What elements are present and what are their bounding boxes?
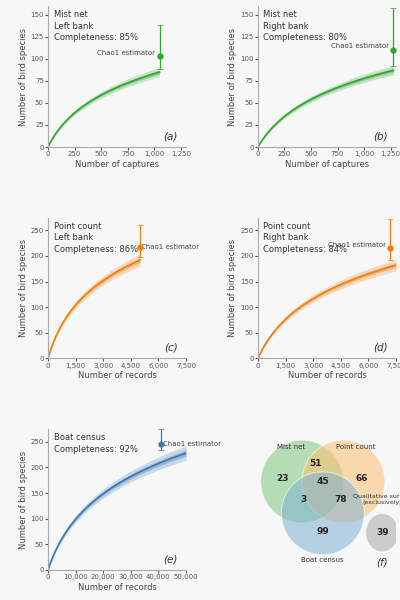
Y-axis label: Number of bird species: Number of bird species: [228, 28, 238, 125]
Text: Chao1 estimator: Chao1 estimator: [331, 43, 389, 49]
Text: (a): (a): [164, 131, 178, 142]
Text: 45: 45: [316, 477, 329, 486]
X-axis label: Number of records: Number of records: [78, 371, 156, 380]
X-axis label: Number of records: Number of records: [288, 371, 366, 380]
Ellipse shape: [261, 440, 344, 523]
Y-axis label: Number of bird species: Number of bird species: [18, 28, 28, 125]
Text: Chao1 estimator: Chao1 estimator: [163, 442, 221, 448]
Text: Mist net
Right bank
Completeness: 80%: Mist net Right bank Completeness: 80%: [264, 10, 348, 42]
Y-axis label: Number of bird species: Number of bird species: [18, 239, 28, 337]
Text: Chao1 estimator: Chao1 estimator: [97, 50, 155, 56]
Text: (f): (f): [376, 557, 388, 567]
Ellipse shape: [366, 514, 399, 552]
Y-axis label: Number of bird species: Number of bird species: [18, 451, 28, 548]
Text: 66: 66: [355, 474, 368, 483]
Text: Mist net: Mist net: [277, 444, 305, 450]
Text: Mist net
Left bank
Completeness: 85%: Mist net Left bank Completeness: 85%: [54, 10, 138, 42]
X-axis label: Number of records: Number of records: [78, 583, 156, 592]
Text: (e): (e): [164, 554, 178, 565]
Text: Point count
Left bank
Completeness: 86%: Point count Left bank Completeness: 86%: [54, 222, 138, 254]
Text: Qualitative survey
(exclusively): Qualitative survey (exclusively): [353, 494, 400, 505]
Text: 39: 39: [376, 528, 388, 537]
Text: (c): (c): [164, 343, 178, 353]
Ellipse shape: [302, 440, 385, 523]
Text: 99: 99: [316, 527, 329, 536]
X-axis label: Number of captures: Number of captures: [75, 160, 159, 169]
Text: 3: 3: [300, 495, 307, 504]
Text: (b): (b): [373, 131, 388, 142]
Text: 23: 23: [276, 474, 289, 483]
Text: 51: 51: [310, 459, 322, 468]
Text: Point count: Point count: [336, 444, 375, 450]
Y-axis label: Number of bird species: Number of bird species: [228, 239, 238, 337]
Text: 78: 78: [334, 495, 347, 504]
Text: Boat census
Completeness: 92%: Boat census Completeness: 92%: [54, 433, 137, 454]
X-axis label: Number of captures: Number of captures: [285, 160, 369, 169]
Text: Boat census: Boat census: [302, 557, 344, 563]
Text: Point count
Right bank
Completeness: 84%: Point count Right bank Completeness: 84%: [264, 222, 348, 254]
Text: Chao1 estimator: Chao1 estimator: [142, 244, 200, 250]
Ellipse shape: [281, 472, 364, 555]
Text: (d): (d): [373, 343, 388, 353]
Text: Chao1 estimator: Chao1 estimator: [328, 242, 386, 248]
